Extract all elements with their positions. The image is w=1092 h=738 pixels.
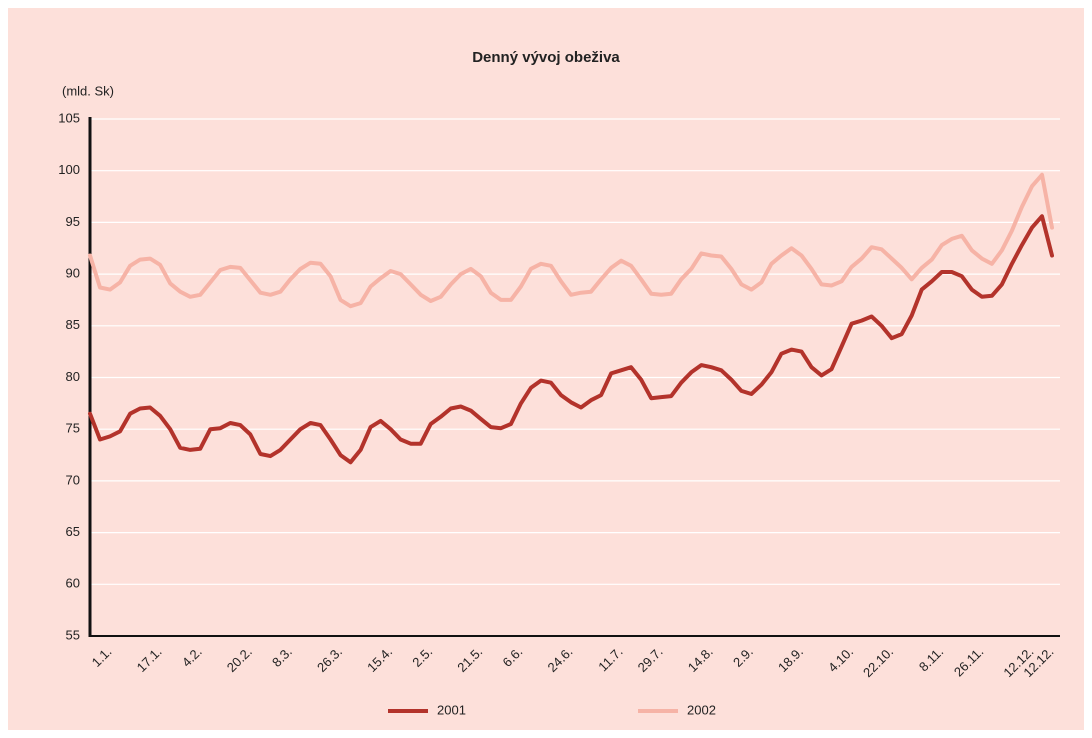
y-tick-label: 55: [66, 627, 80, 642]
series-line: [88, 214, 1054, 465]
y-tick-label: 70: [66, 472, 80, 487]
y-tick-label: 100: [58, 162, 80, 177]
y-tick-label: 65: [66, 524, 80, 539]
y-tick-label: 60: [66, 576, 80, 591]
y-tick-label: 95: [66, 214, 80, 229]
chart-title: Denný vývoj obeživa: [472, 49, 620, 66]
y-tick-label: 85: [66, 317, 80, 332]
y-tick-label: 80: [66, 369, 80, 384]
legend-label: 2002: [687, 702, 716, 717]
legend-label: 2001: [437, 702, 466, 717]
y-tick-label: 75: [66, 421, 80, 436]
background: [8, 8, 1084, 730]
series-line: [88, 172, 1054, 309]
y-axis-label: (mld. Sk): [62, 83, 114, 98]
y-tick-label: 90: [66, 266, 80, 281]
y-tick-label: 105: [58, 110, 80, 125]
